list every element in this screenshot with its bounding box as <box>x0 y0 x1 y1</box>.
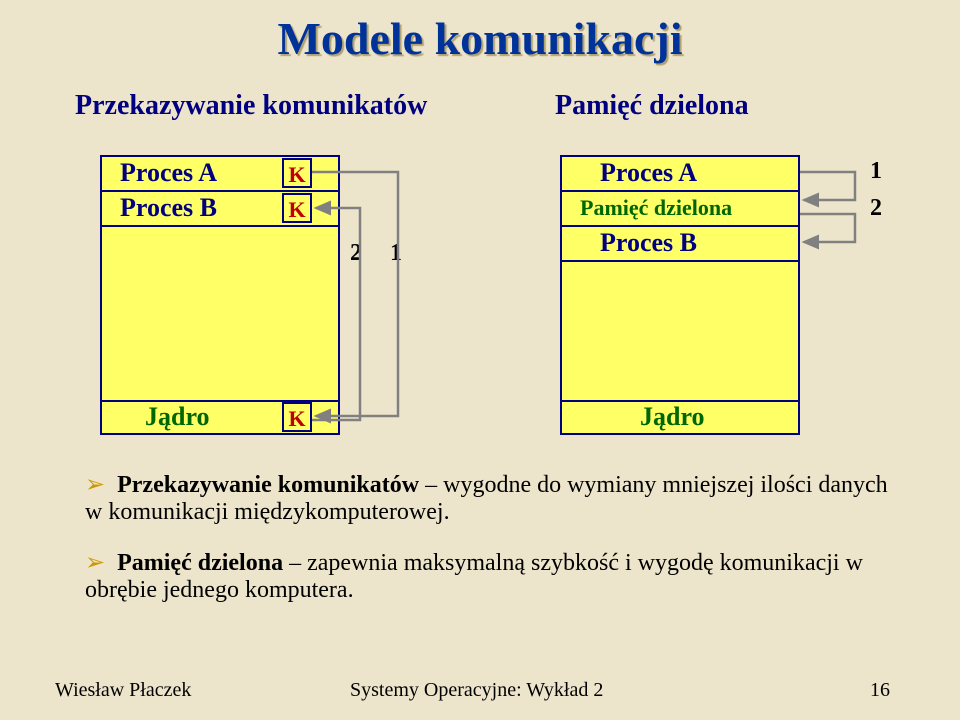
bullet-2-bold: Pamięć dzielona <box>117 550 283 576</box>
bullet-1: ➢ Przekazywanie komunikatów – wygodne do… <box>85 470 905 526</box>
bullet-mark-icon: ➢ <box>85 472 105 498</box>
bullet-2: ➢ Pamięć dzielona – zapewnia maksymalną … <box>85 548 905 604</box>
bullet-mark-icon: ➢ <box>85 550 105 576</box>
right-arrows <box>0 0 960 720</box>
bullet-1-bold: Przekazywanie komunikatów <box>117 472 419 498</box>
footer-center: Systemy Operacyjne: Wykład 2 <box>350 679 603 702</box>
footer-pagenum: 16 <box>870 679 890 702</box>
footer-author: Wiesław Płaczek <box>55 679 191 702</box>
